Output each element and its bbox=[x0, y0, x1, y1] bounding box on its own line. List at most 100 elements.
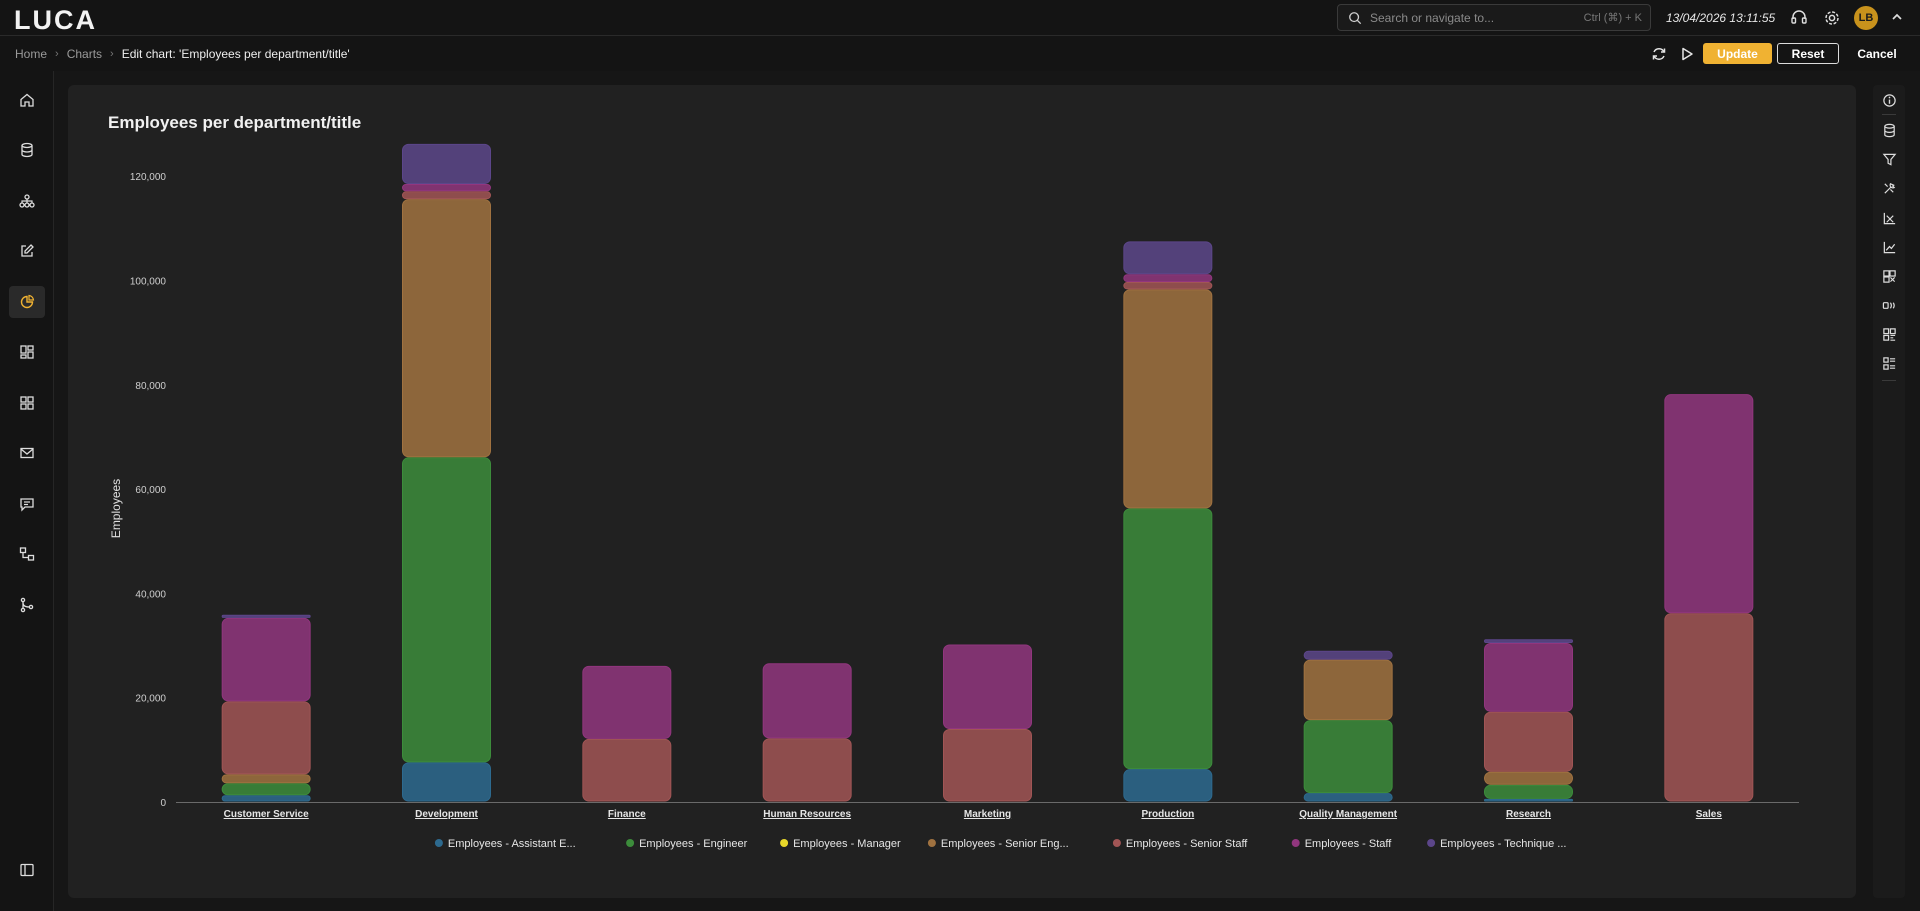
search-shortcut: Ctrl (⌘) + K bbox=[1583, 12, 1642, 24]
breadcrumb: Home › Charts › Edit chart: 'Employees p… bbox=[15, 47, 350, 61]
nav-editor[interactable] bbox=[9, 235, 45, 267]
chevron-up-icon[interactable] bbox=[1890, 10, 1904, 24]
tool-customize[interactable] bbox=[1880, 179, 1898, 197]
bar-segment bbox=[221, 614, 311, 618]
workflow-icon bbox=[19, 547, 35, 561]
y-axis-label: Employees bbox=[109, 479, 123, 538]
qr-icon bbox=[1882, 327, 1896, 341]
nav-messages[interactable] bbox=[9, 488, 45, 520]
legend-swatch bbox=[1291, 839, 1300, 847]
nav-mail[interactable] bbox=[9, 437, 45, 469]
grid-icon bbox=[20, 396, 34, 410]
bar-segment bbox=[1484, 771, 1573, 785]
bar-segment bbox=[221, 795, 311, 802]
nav-models[interactable] bbox=[9, 185, 45, 217]
bar-segment bbox=[1123, 274, 1213, 283]
database-icon bbox=[21, 142, 33, 158]
top-bar: LUCA Ctrl (⌘) + K 13/04/2026 13:11:55 LB bbox=[0, 0, 1920, 36]
tool-code[interactable] bbox=[1880, 296, 1898, 314]
tool-series[interactable] bbox=[1880, 238, 1898, 256]
bar-segment bbox=[402, 143, 491, 184]
hierarchy-icon bbox=[19, 194, 35, 208]
nav-apps[interactable] bbox=[9, 387, 45, 419]
app-logo[interactable]: LUCA bbox=[14, 5, 97, 36]
y-tick-label: 20,000 bbox=[135, 694, 166, 705]
legend-swatch bbox=[1427, 839, 1436, 847]
legend-label: Employees - Engineer bbox=[639, 838, 748, 850]
bar-segment bbox=[1303, 650, 1393, 660]
layout-icon bbox=[1882, 269, 1896, 283]
message-icon bbox=[20, 498, 34, 512]
refresh-icon[interactable] bbox=[1650, 45, 1668, 63]
legend-label: Employees - Technique ... bbox=[1440, 838, 1566, 850]
headset-icon[interactable] bbox=[1790, 9, 1808, 27]
bar-segment bbox=[1123, 282, 1213, 290]
search-input[interactable] bbox=[1370, 10, 1570, 25]
nav-collapse[interactable] bbox=[9, 854, 45, 886]
avatar[interactable]: LB bbox=[1854, 6, 1878, 30]
x-tick-label: Quality Management bbox=[1299, 809, 1397, 820]
bar-segment bbox=[582, 738, 672, 802]
breadcrumb-charts[interactable]: Charts bbox=[66, 47, 103, 61]
toolbar-divider bbox=[1882, 114, 1896, 115]
bar-segment bbox=[1303, 793, 1393, 802]
legend-swatch bbox=[626, 839, 635, 847]
cancel-button[interactable]: Cancel bbox=[1852, 43, 1902, 64]
bar-segment bbox=[1484, 642, 1573, 712]
axis-icon bbox=[1883, 212, 1895, 224]
x-tick-label: Human Resources bbox=[763, 809, 851, 820]
legend-swatch bbox=[434, 839, 443, 847]
bar-segment bbox=[1123, 241, 1213, 275]
x-tick-label: Customer Service bbox=[224, 809, 309, 820]
x-tick-label: Development bbox=[415, 809, 478, 820]
tool-details[interactable] bbox=[1880, 354, 1898, 372]
tool-filter[interactable] bbox=[1880, 150, 1898, 168]
pie-chart-icon bbox=[20, 294, 35, 309]
legend-swatch bbox=[780, 839, 789, 847]
bar-segment bbox=[221, 783, 311, 796]
reset-button[interactable]: Reset bbox=[1777, 43, 1839, 64]
bar-segment bbox=[402, 191, 491, 200]
chart-title: Employees per department/title bbox=[108, 113, 362, 132]
tool-layout[interactable] bbox=[1880, 267, 1898, 285]
search-icon bbox=[1349, 11, 1362, 24]
breadcrumb-home[interactable]: Home bbox=[15, 47, 48, 61]
bar-segment bbox=[1484, 784, 1573, 799]
legend-label: Employees - Manager bbox=[793, 838, 901, 850]
chevron-right-icon: › bbox=[110, 48, 114, 60]
dashboard-icon bbox=[20, 345, 34, 359]
nav-home[interactable] bbox=[9, 84, 45, 116]
bar-segment bbox=[1664, 394, 1754, 614]
play-icon[interactable] bbox=[1678, 45, 1696, 63]
nav-versioning[interactable] bbox=[9, 589, 45, 621]
breadcrumb-current: Edit chart: 'Employees per department/ti… bbox=[121, 47, 350, 61]
nav-dashboards[interactable] bbox=[9, 336, 45, 368]
y-tick-label: 100,000 bbox=[130, 276, 167, 287]
tool-info[interactable] bbox=[1880, 91, 1898, 109]
bar-segment bbox=[402, 762, 491, 802]
x-tick-label: Marketing bbox=[964, 809, 1011, 820]
legend-label: Employees - Assistant E... bbox=[448, 838, 576, 850]
nav-workflows[interactable] bbox=[9, 538, 45, 570]
x-tick-label: Production bbox=[1141, 809, 1194, 820]
nav-charts[interactable] bbox=[9, 286, 45, 318]
bar-segment bbox=[1664, 613, 1754, 802]
update-button[interactable]: Update bbox=[1703, 43, 1772, 64]
bar-segment bbox=[762, 663, 852, 739]
logo-text: LUCA bbox=[14, 5, 97, 35]
nav-database[interactable] bbox=[9, 134, 45, 166]
database-icon bbox=[1883, 123, 1895, 137]
gear-icon[interactable] bbox=[1823, 9, 1841, 27]
search-box[interactable]: Ctrl (⌘) + K bbox=[1337, 4, 1651, 31]
x-tick-label: Finance bbox=[608, 809, 646, 820]
tool-embed[interactable] bbox=[1880, 325, 1898, 343]
stacked-bar-chart: 0 20,000 40,000 60,000 80,000 100,000 120,000 E… bbox=[109, 143, 1799, 850]
breadcrumb-bar: Home › Charts › Edit chart: 'Employees p… bbox=[0, 36, 1920, 71]
bar-segment bbox=[402, 457, 491, 763]
tool-data[interactable] bbox=[1880, 121, 1898, 139]
y-tick-label: 60,000 bbox=[135, 485, 166, 496]
y-tick-label: 120,000 bbox=[130, 172, 167, 183]
datetime: 13/04/2026 13:11:55 bbox=[1666, 11, 1776, 25]
tool-axes[interactable] bbox=[1880, 209, 1898, 227]
sidebar-toggle-icon bbox=[20, 863, 34, 877]
